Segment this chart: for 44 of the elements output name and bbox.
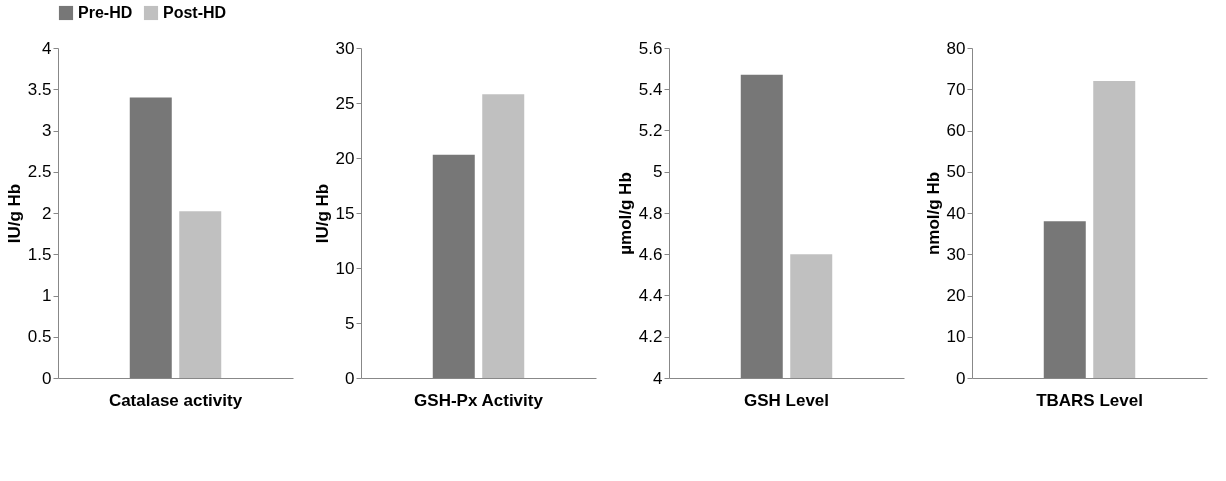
y-axis-title: IU/g Hb bbox=[312, 183, 332, 244]
y-tick-label: 30 bbox=[946, 244, 966, 264]
y-tick-label: 0 bbox=[956, 368, 966, 388]
y-tick-label: 80 bbox=[946, 38, 966, 58]
y-tick-label: 2.5 bbox=[27, 162, 52, 182]
y-tick-label: 4.2 bbox=[638, 327, 663, 347]
y-tick-label: 10 bbox=[946, 327, 966, 347]
y-tick-label: 40 bbox=[946, 203, 966, 223]
y-axis-title: nmol/g Hb bbox=[923, 171, 943, 256]
y-tick-label: 10 bbox=[335, 258, 355, 278]
x-tick-label: TBARS Level bbox=[1036, 390, 1143, 410]
y-tick-label: 4 bbox=[653, 368, 663, 388]
y-tick-label: 70 bbox=[946, 79, 966, 99]
y-tick-label: 1.5 bbox=[27, 244, 52, 264]
y-tick-label: 5 bbox=[345, 313, 355, 333]
y-tick-label: 0 bbox=[42, 368, 52, 388]
y-tick-label: 4.6 bbox=[638, 244, 663, 264]
y-tick-label: 0.5 bbox=[27, 327, 52, 347]
y-tick-label: 3 bbox=[42, 121, 52, 140]
y-tick-label: 4.4 bbox=[638, 286, 663, 305]
y-tick-label: 50 bbox=[946, 162, 966, 182]
x-tick-label: Catalase activity bbox=[108, 390, 243, 410]
x-tick-label: GSH Level bbox=[743, 390, 830, 410]
y-tick-label: 20 bbox=[946, 286, 966, 305]
y-tick-label: 0 bbox=[345, 368, 355, 388]
y-tick-label: 5.6 bbox=[638, 38, 663, 58]
y-tick-label: 15 bbox=[335, 203, 355, 223]
legend-label: Pre-HD bbox=[78, 4, 133, 21]
y-tick-label: 5 bbox=[653, 162, 663, 182]
y-tick-label: 60 bbox=[946, 121, 966, 140]
legend-label: Post-HD bbox=[163, 4, 227, 21]
y-axis-title: µmol/g Hb bbox=[615, 172, 635, 255]
y-tick-label: 5.4 bbox=[638, 79, 663, 99]
y-tick-label: 1 bbox=[42, 286, 52, 305]
y-tick-label: 30 bbox=[335, 38, 355, 58]
y-tick-label: 5.2 bbox=[638, 121, 663, 140]
y-tick-label: 20 bbox=[335, 148, 355, 168]
y-tick-label: 4.8 bbox=[638, 203, 663, 223]
y-tick-label: 25 bbox=[335, 93, 355, 113]
y-tick-label: 3.5 bbox=[27, 79, 52, 99]
y-axis-title: IU/g Hb bbox=[4, 183, 24, 244]
y-tick-label: 2 bbox=[42, 203, 52, 223]
x-tick-label: GSH-Px Activity bbox=[414, 390, 544, 410]
y-tick-label: 4 bbox=[42, 38, 52, 58]
